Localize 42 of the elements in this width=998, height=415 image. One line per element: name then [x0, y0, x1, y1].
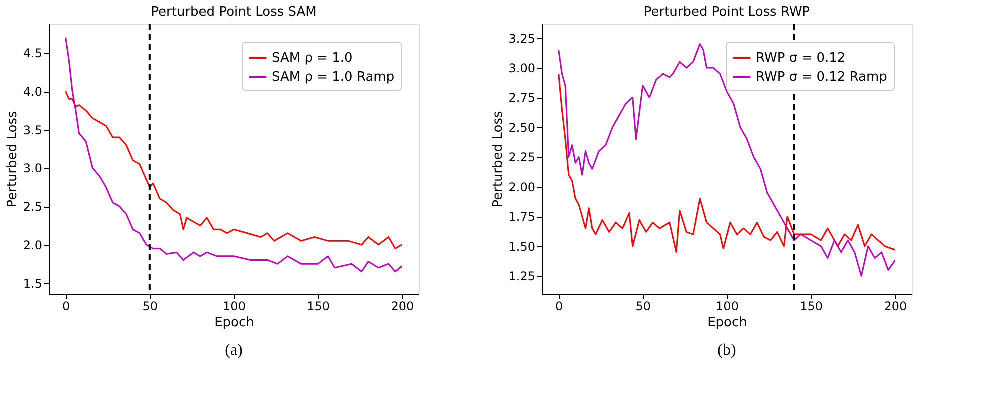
- y-tick-label: 3.0: [23, 162, 42, 176]
- x-tick-label: 200: [391, 300, 414, 314]
- x-tick-label: 150: [307, 300, 330, 314]
- line-series: [558, 73, 896, 254]
- y-tick-label: 1.50: [508, 240, 536, 254]
- y-tick-label: 3.25: [508, 32, 536, 46]
- text: (a): [225, 342, 243, 359]
- legend-label: SAM ρ = 1.0 Ramp: [272, 70, 395, 85]
- x-tick-label: 100: [716, 300, 739, 314]
- chart-title: Perturbed Point Loss SAM: [151, 5, 317, 20]
- x-axis-title: Epoch: [214, 316, 254, 330]
- y-tick-label: 3.5: [23, 123, 42, 138]
- x-tick-label: 200: [884, 300, 908, 314]
- y-tick-label: 2.0: [23, 238, 42, 252]
- text: (b): [718, 342, 736, 359]
- y-tick-label: 2.25: [508, 150, 536, 165]
- x-tick-label: 50: [636, 300, 652, 314]
- y-tick-label: 1.75: [508, 210, 536, 224]
- x-axis-title: Epoch: [708, 316, 748, 330]
- x-tick-label: 150: [800, 300, 824, 314]
- y-tick-label: 3.00: [508, 62, 536, 76]
- y-tick-label: 1.25: [508, 270, 536, 284]
- chart-title: Perturbed Point Loss RWP: [644, 5, 810, 20]
- y-tick-label: 2.50: [508, 120, 536, 135]
- y-tick-label: 4.0: [23, 85, 42, 99]
- y-tick-label: 2.75: [508, 91, 536, 106]
- x-tick-label: 100: [223, 300, 246, 314]
- y-axis-title: Perturbed Loss: [490, 111, 506, 208]
- legend-label: RWP σ = 0.12: [756, 51, 846, 66]
- legend-label: SAM ρ = 1.0: [272, 51, 353, 66]
- x-tick-label: 0: [62, 300, 70, 314]
- line-series: [558, 43, 896, 277]
- line-series: [65, 90, 403, 250]
- y-tick-label: 2.00: [508, 180, 536, 194]
- y-tick-label: 1.5: [23, 276, 42, 291]
- y-axis-title: Perturbed Loss: [5, 111, 20, 208]
- x-tick-label: 50: [142, 300, 158, 314]
- x-tick-label: 0: [556, 300, 564, 314]
- y-tick-label: 4.5: [23, 46, 42, 61]
- legend-label: RWP σ = 0.12 Ramp: [756, 70, 888, 85]
- y-tick-label: 2.5: [23, 200, 42, 214]
- line-series: [65, 37, 403, 273]
